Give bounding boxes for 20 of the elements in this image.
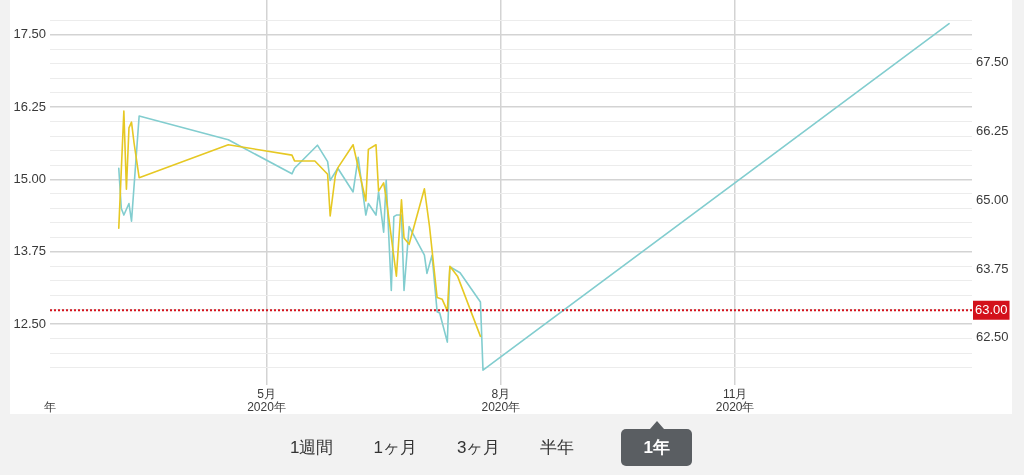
text: 1週間 bbox=[289, 437, 335, 459]
y2-tick-label: 67.50 bbox=[976, 54, 1009, 70]
text: 1年 bbox=[621, 429, 692, 466]
y2-tick-label: 65.00 bbox=[976, 191, 1009, 207]
x-tick-label: 8月 2020年 bbox=[481, 386, 521, 415]
x-tick-label: 11月 2020年 bbox=[715, 386, 755, 415]
x-tick-label: 5月 2020年 bbox=[247, 386, 286, 415]
ref-line-label: 63.00 bbox=[975, 302, 1008, 318]
y2-tick-label: 63.75 bbox=[976, 260, 1009, 276]
y-tick-label: 16.25 bbox=[13, 98, 46, 114]
y-tick-label: 17.50 bbox=[13, 26, 46, 42]
text: 半年 bbox=[539, 437, 576, 459]
text: 1ヶ月 bbox=[372, 437, 418, 459]
y-tick-label: 15.00 bbox=[13, 171, 46, 187]
text: 3ヶ月 bbox=[455, 437, 502, 459]
y-tick-label: 13.75 bbox=[13, 243, 46, 259]
y2-tick-label: 66.25 bbox=[976, 123, 1009, 139]
y-tick-label: 12.50 bbox=[13, 315, 46, 331]
y2-tick-label: 62.50 bbox=[976, 329, 1009, 345]
x-tick-label: 年 bbox=[44, 400, 56, 415]
